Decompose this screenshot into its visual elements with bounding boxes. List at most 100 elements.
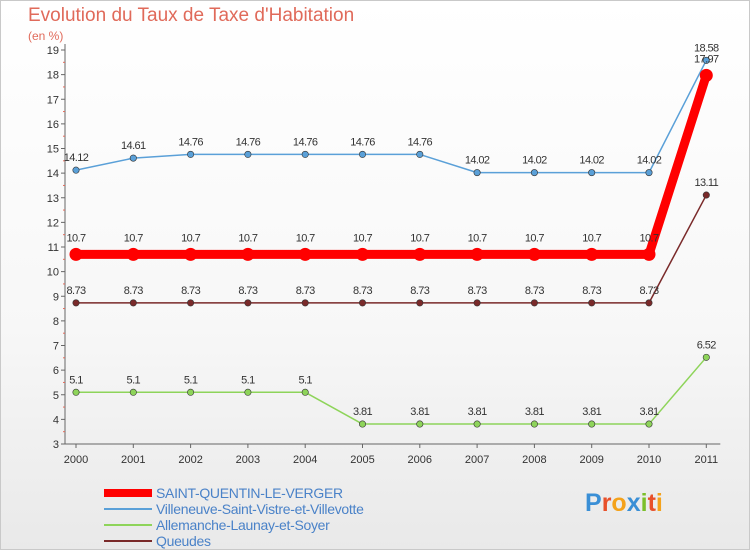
y-tick-label: 16 [47, 119, 59, 131]
logo-letter: i [640, 489, 648, 517]
data-point [416, 299, 424, 307]
data-label: 8.73 [639, 285, 658, 297]
data-point [473, 420, 481, 428]
legend-label: SAINT-QUENTIN-LE-VERGER [156, 485, 343, 501]
y-tick-label: 14 [47, 168, 59, 180]
data-point [702, 56, 710, 64]
data-label: 10.7 [124, 232, 143, 244]
data-label: 14.76 [178, 136, 203, 148]
data-point [358, 299, 366, 307]
data-label: 3.81 [353, 406, 372, 418]
y-tick-label: 4 [53, 414, 59, 426]
data-point [416, 420, 424, 428]
data-point [530, 299, 538, 307]
data-point [645, 169, 653, 177]
data-label: 5.1 [298, 374, 312, 386]
y-tick-label: 10 [47, 267, 59, 279]
data-point [301, 150, 309, 158]
y-tick-label: 18 [47, 70, 59, 82]
y-tick-label: 15 [47, 144, 59, 156]
proxiti-logo: Proxiti [585, 489, 663, 518]
x-tick-label: 2008 [522, 454, 546, 466]
data-label: 10.7 [238, 232, 257, 244]
data-label: 8.73 [353, 285, 372, 297]
y-tick-label: 8 [53, 316, 59, 328]
legend-swatch [104, 489, 152, 497]
data-label: 17.97 [694, 53, 719, 65]
data-point [645, 299, 653, 307]
data-label: 14.02 [465, 155, 490, 167]
data-point [244, 150, 252, 158]
data-point [184, 247, 198, 261]
data-label: 10.7 [181, 232, 200, 244]
data-point [473, 169, 481, 177]
data-label: 8.73 [582, 285, 601, 297]
legend-label: Queudes [156, 533, 211, 549]
data-label: 6.52 [697, 339, 716, 351]
data-point [588, 169, 596, 177]
data-point [702, 191, 710, 199]
data-point [642, 247, 656, 261]
data-label: 10.7 [353, 232, 372, 244]
data-point [588, 299, 596, 307]
data-point [244, 388, 252, 396]
data-point [244, 299, 252, 307]
data-label: 8.73 [410, 285, 429, 297]
data-label: 14.76 [293, 136, 318, 148]
series-line [75, 356, 708, 425]
data-label: 10.7 [66, 232, 85, 244]
data-point [358, 420, 366, 428]
y-tick-label: 7 [53, 341, 59, 353]
data-label: 10.7 [468, 232, 487, 244]
y-tick-label: 9 [53, 291, 59, 303]
x-tick-label: 2000 [64, 454, 88, 466]
data-label: 8.73 [525, 285, 544, 297]
data-label: 5.1 [241, 374, 255, 386]
data-point [241, 247, 255, 261]
x-tick-label: 2007 [465, 454, 489, 466]
data-point [416, 150, 424, 158]
y-tick-label: 17 [47, 94, 59, 106]
data-label: 5.1 [127, 374, 141, 386]
data-label: 10.7 [410, 232, 429, 244]
data-label: 5.1 [69, 374, 83, 386]
x-tick-label: 2001 [121, 454, 145, 466]
logo-letter: r [601, 489, 612, 517]
chart-title: Evolution du Taux de Taxe d'Habitation [28, 5, 355, 26]
legend-swatch [104, 540, 152, 542]
data-label: 14.02 [579, 155, 604, 167]
data-label: 8.73 [66, 285, 85, 297]
data-label: 8.73 [468, 285, 487, 297]
unit-label: (en %) [28, 29, 64, 43]
data-label: 18.58 [694, 42, 719, 54]
data-point [301, 299, 309, 307]
series-line [75, 59, 708, 174]
data-label: 8.73 [296, 285, 315, 297]
data-point [588, 420, 596, 428]
data-label: 8.73 [124, 285, 143, 297]
data-label: 10.7 [525, 232, 544, 244]
x-tick-label: 2004 [293, 454, 317, 466]
data-label: 14.02 [637, 155, 662, 167]
data-point [358, 150, 366, 158]
x-tick-label: 2005 [350, 454, 374, 466]
data-label: 14.76 [236, 136, 261, 148]
data-point [69, 247, 83, 261]
data-point [129, 299, 137, 307]
y-tick-label: 19 [47, 45, 59, 57]
data-label: 14.12 [64, 152, 89, 164]
x-tick-label: 2006 [408, 454, 432, 466]
data-point [530, 169, 538, 177]
data-point [413, 247, 427, 261]
y-tick-label: 11 [48, 242, 59, 254]
data-label: 14.61 [121, 140, 146, 152]
data-label: 3.81 [525, 406, 544, 418]
data-point [187, 388, 195, 396]
y-tick-label: 12 [47, 217, 59, 229]
x-tick-label: 2011 [694, 454, 718, 466]
y-tick-label: 5 [53, 390, 59, 402]
data-label: 14.76 [408, 136, 433, 148]
data-label: 13.11 [694, 177, 718, 189]
